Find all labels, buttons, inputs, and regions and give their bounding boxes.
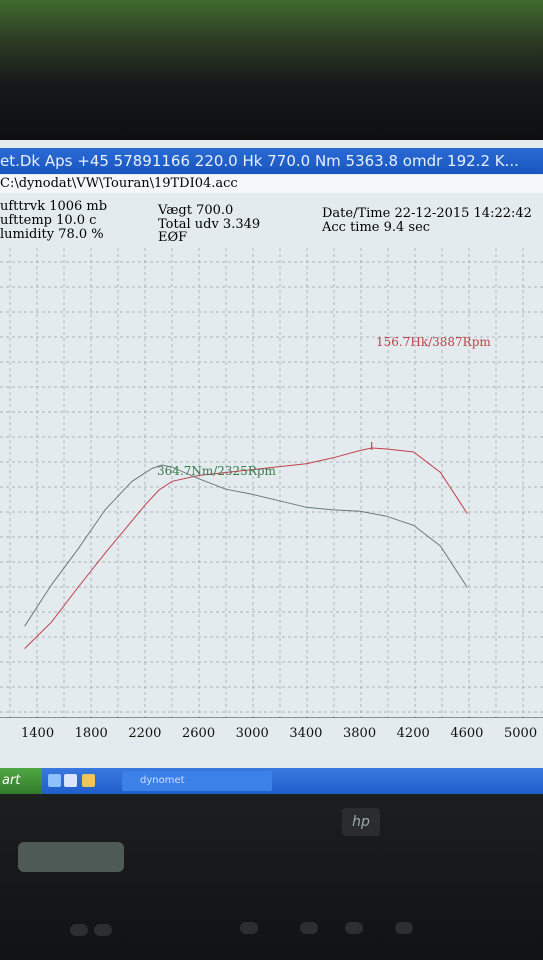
window-title: et.Dk Aps +45 57891166 220.0 Hk 770.0 Nm… — [0, 152, 519, 170]
start-button[interactable]: art — [0, 768, 42, 794]
bezel-sticker — [18, 842, 124, 872]
x-tick-label: 3000 — [235, 726, 269, 741]
annotation-hk: 156.7Hk/3887Rpm — [376, 335, 491, 349]
humidity-label: lumidity 78.0 % — [0, 227, 104, 242]
taskbar: art dynomet — [0, 768, 543, 794]
annotation-nm: 364.7Nm/2325Rpm — [157, 464, 277, 478]
x-tick-label: 1400 — [21, 726, 55, 741]
datetime-label: Date/Time 22-12-2015 14:22:42 — [322, 206, 532, 221]
series-line-nm — [24, 464, 468, 627]
x-tick-label: 2200 — [128, 726, 162, 741]
file-path: C:\dynodat\VW\Touran\19TDI04.acc — [0, 175, 543, 193]
hp-logo: hp — [342, 808, 380, 836]
x-tick-label: 3800 — [343, 726, 377, 741]
indicator-light — [94, 924, 112, 936]
media-button[interactable] — [395, 922, 413, 934]
x-tick-label: 1800 — [74, 726, 108, 741]
dyno-chart: 156.7Hk/3887Rpm 364.7Nm/2325Rpm — [0, 248, 543, 718]
vaegt-label: Vægt 700.0 — [158, 203, 234, 218]
power-button[interactable] — [240, 922, 258, 934]
x-tick-label: 5000 — [504, 726, 538, 741]
indicator-light — [70, 924, 88, 936]
series-line-hk — [24, 447, 468, 649]
taskbar-item-dynomet[interactable]: dynomet — [122, 771, 272, 791]
x-tick-label: 4200 — [396, 726, 430, 741]
ie-icon[interactable] — [48, 774, 61, 787]
monitor-screen: et.Dk Aps +45 57891166 220.0 Hk 770.0 Nm… — [0, 140, 543, 794]
chart-grid — [0, 248, 543, 718]
taskbar-item-label: dynomet — [140, 775, 185, 786]
x-tick-label: 2600 — [182, 726, 216, 741]
x-tick-label: 4600 — [450, 726, 484, 741]
lufttrvk-label: ufttrvk 1006 mb — [0, 199, 108, 214]
media-button[interactable] — [345, 922, 363, 934]
folder-icon[interactable] — [82, 774, 95, 787]
total-udv-label: Total udv 3.349 — [158, 217, 261, 232]
background-wall — [0, 0, 543, 140]
eof-label: EØF — [158, 230, 188, 245]
laptop-bezel — [0, 794, 543, 960]
lufttemp-label: ufttemp 10.0 c — [0, 213, 97, 228]
show-desktop-icon[interactable] — [64, 774, 77, 787]
window-title-bar: et.Dk Aps +45 57891166 220.0 Hk 770.0 Nm… — [0, 148, 543, 174]
media-button[interactable] — [300, 922, 318, 934]
acctime-label: Acc time 9.4 sec — [322, 220, 431, 235]
x-tick-label: 3400 — [289, 726, 323, 741]
